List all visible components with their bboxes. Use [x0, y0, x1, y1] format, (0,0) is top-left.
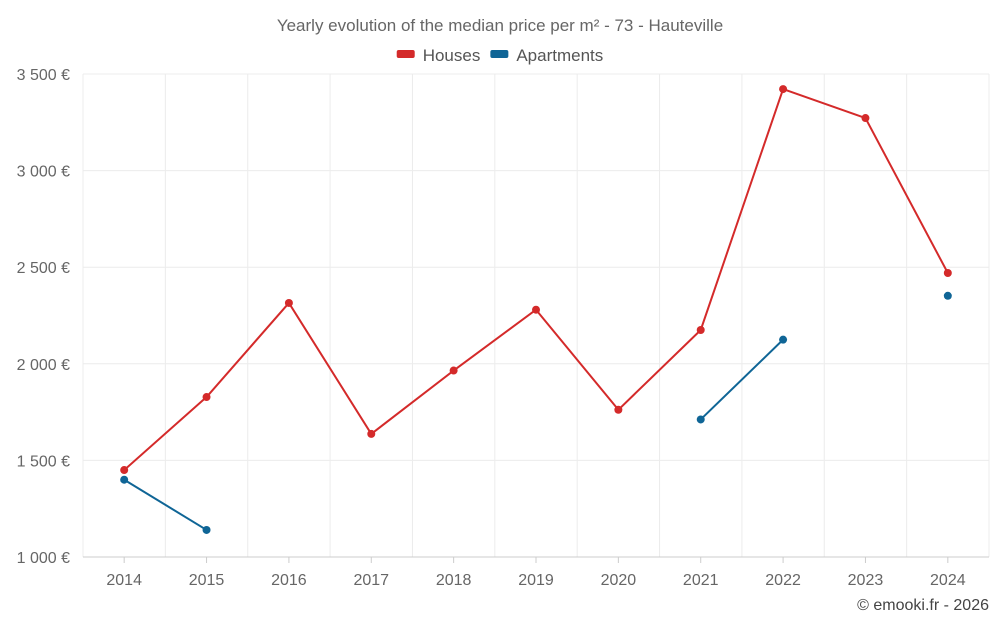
axes: 1 000 € 1 500 € 2 000 € 2 500 € 3 000 € 3 500… [17, 67, 989, 589]
data-point-houses-2022[interactable] [779, 85, 788, 94]
data-point-houses-2024[interactable] [943, 268, 952, 277]
data-point-houses-2023[interactable] [861, 114, 870, 123]
series [120, 85, 952, 534]
data-point-houses-2019[interactable] [532, 305, 540, 314]
credit-text: © emooki.fr - 2026 [857, 597, 989, 614]
y-tick-label: 3 000 € [17, 164, 70, 181]
data-point-houses-2014[interactable] [120, 466, 129, 475]
y-tick-label: 1 500 € [17, 453, 70, 470]
legend-label-houses: Houses [423, 46, 481, 65]
x-tick-label: 2016 [271, 572, 307, 589]
series-apartments [120, 291, 952, 534]
legend-swatch-houses[interactable] [396, 50, 415, 58]
series-line-apartments [700, 338, 784, 421]
data-point-houses-2017[interactable] [367, 429, 376, 438]
y-tick-label: 3 500 € [17, 67, 70, 84]
data-point-houses-2021[interactable] [696, 325, 705, 334]
data-point-houses-2020[interactable] [614, 405, 623, 414]
legend-swatch-apartments[interactable] [490, 50, 509, 58]
x-tick-label: 2023 [848, 572, 884, 589]
x-tick-label: 2024 [930, 572, 966, 589]
data-point-apartments-2024[interactable] [943, 291, 952, 300]
data-point-apartments-2022[interactable] [779, 335, 788, 344]
grid [82, 73, 990, 557]
x-tick-label: 2017 [353, 572, 389, 589]
x-tick-label: 2020 [601, 572, 637, 589]
data-point-apartments-2015[interactable] [202, 525, 211, 534]
legend-label-apartments: Apartments [516, 46, 603, 65]
x-tick-label: 2018 [436, 572, 472, 589]
data-point-houses-2016[interactable] [284, 298, 293, 307]
data-point-houses-2018[interactable] [449, 366, 458, 375]
data-point-apartments-2014[interactable] [120, 475, 129, 484]
data-point-houses-2015[interactable] [202, 393, 211, 402]
x-tick-label: 2015 [189, 572, 225, 589]
y-tick-label: 2 000 € [17, 357, 70, 374]
data-point-apartments-2021[interactable] [696, 415, 705, 424]
x-tick-label: 2022 [765, 572, 801, 589]
x-tick-label: 2014 [106, 572, 142, 589]
x-tick-label: 2019 [518, 572, 554, 589]
series-line-apartments [123, 478, 208, 531]
y-tick-label: 2 500 € [17, 260, 70, 277]
y-tick-label: 1 000 € [17, 550, 70, 567]
chart-title: Yearly evolution of the median price per… [277, 16, 723, 35]
legend: Houses Apartments [396, 46, 603, 65]
series-houses [120, 85, 952, 475]
x-tick-label: 2021 [683, 572, 719, 589]
